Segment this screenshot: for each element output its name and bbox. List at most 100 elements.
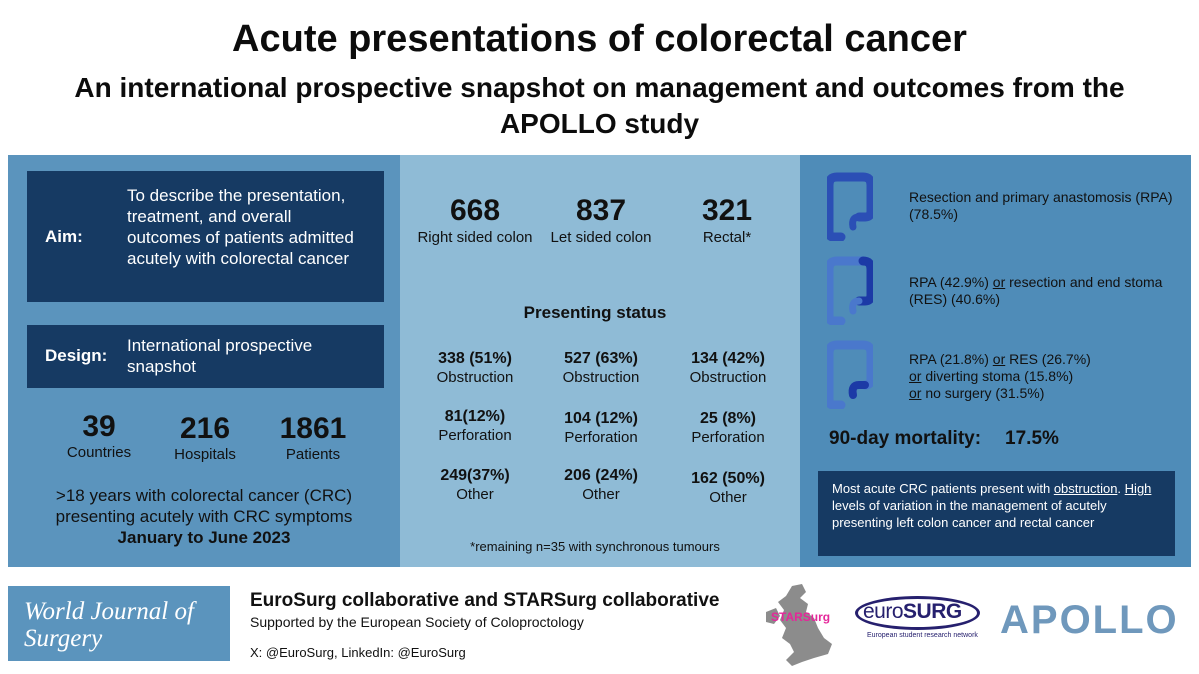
status-value: 104 (12%) [564, 410, 638, 427]
or-underlined: or [992, 274, 1006, 290]
right-colon-value: 668 [449, 194, 501, 227]
status-cell: 104 (12%) Perforation [536, 409, 666, 447]
status-cell: 338 (51%) Obstruction [410, 349, 540, 387]
status-label: Perforation [564, 429, 638, 446]
left-colon-stat: 837 Let sided colon [541, 193, 661, 247]
right-colon-label: Right sided colon [417, 229, 533, 246]
right-colon-stat: 668 Right sided colon [415, 193, 535, 247]
apollo-wordmark: APOLLO [1000, 598, 1179, 642]
status-cell: 134 (42%) Obstruction [663, 349, 793, 387]
status-label: Obstruction [689, 369, 767, 386]
outcome-text-part: diverting stoma (15.8%) [921, 368, 1074, 384]
outcome-text-part: RPA (42.9%) [909, 274, 993, 290]
status-label: Perforation [691, 429, 765, 446]
left-colon-value: 837 [575, 194, 627, 227]
colon-icon [827, 256, 873, 325]
patients-stat: 1861 Patients [258, 412, 368, 464]
outcomes-panel: Resection and primary anastomosis (RPA) … [800, 155, 1191, 567]
outcome-text-part: resection and end stoma (RES) (40.6%) [909, 274, 1163, 307]
or-underlined: or [992, 351, 1006, 367]
starsurg-text: STARSurg [771, 610, 831, 624]
colon-icon [827, 340, 873, 409]
mortality: 90-day mortality: 17.5% [829, 428, 1059, 450]
summary-underlined: High [1124, 481, 1152, 496]
inclusion-criteria: >18 years with colorectal cancer (CRC) p… [28, 485, 380, 548]
eurosurg-part: euro [863, 600, 904, 623]
status-cell: 25 (8%) Perforation [663, 409, 793, 447]
page-title: Acute presentations of colorectal cancer [232, 18, 967, 60]
outcome-text-part: no surgery (31.5%) [921, 385, 1045, 401]
apollo-logo: APOLLO [1000, 594, 1180, 654]
status-value: 162 (50%) [691, 470, 765, 487]
status-cell: 249(37%) Other [410, 466, 540, 504]
status-cell: 81(12%) Perforation [410, 407, 540, 445]
rectal-stat: 321 Rectal* [667, 193, 787, 247]
hospitals-label: Hospitals [174, 446, 236, 463]
status-label: Other [456, 486, 494, 503]
status-cell: 206 (24%) Other [536, 466, 666, 504]
outcome-left-colon: RPA (42.9%) or resection and end stoma (… [909, 274, 1179, 308]
design-box: Design: International prospective snapsh… [27, 325, 384, 388]
status-label: Perforation [438, 427, 512, 444]
study-panel: Aim: To describe the presentation, treat… [8, 155, 400, 567]
summary-text: Most acute CRC patients present with [832, 481, 1054, 496]
uk-map-icon [766, 584, 832, 666]
status-value: 527 (63%) [564, 350, 638, 367]
patients-label: Patients [285, 446, 341, 463]
hospitals-stat: 216 Hospitals [150, 412, 260, 464]
starsurg-logo: STARSurg [762, 582, 842, 670]
outcome-rectal: RPA (21.8%) or RES (26.7%) or diverting … [909, 351, 1179, 402]
study-dates: January to June 2023 [117, 528, 291, 547]
status-cell: 162 (50%) Other [663, 469, 793, 507]
eurosurg-oval [855, 596, 980, 630]
outcome-text-part: RES (26.7%) [1005, 351, 1091, 367]
colon-icon [827, 172, 873, 241]
status-cell: 527 (63%) Obstruction [536, 349, 666, 387]
status-value: 249(37%) [440, 467, 510, 484]
social-handles: X: @EuroSurg, LinkedIn: @EuroSurg [250, 645, 466, 660]
header: Acute presentations of colorectal cancer… [0, 0, 1199, 150]
countries-label: Countries [66, 444, 132, 461]
outcome-right-colon: Resection and primary anastomosis (RPA) … [909, 189, 1173, 222]
collaborative-title: EuroSurg collaborative and STARSurg coll… [250, 590, 720, 611]
outcome-text-part: RPA (21.8%) [909, 351, 993, 367]
presenting-status-heading: Presenting status [523, 303, 667, 322]
aim-text: To describe the presentation, treatment,… [127, 186, 354, 268]
aim-box: Aim: To describe the presentation, treat… [27, 171, 384, 302]
inclusion-text: >18 years with colorectal cancer (CRC) p… [55, 486, 353, 526]
summary-underlined: obstruction [1053, 481, 1118, 496]
summary-box: Most acute CRC patients present with obs… [818, 471, 1175, 556]
footer: World Journal of Surgery EuroSurg collab… [0, 574, 1199, 674]
status-value: 81(12%) [444, 408, 506, 425]
hospitals-value: 216 [179, 412, 231, 445]
patients-value: 1861 [279, 412, 347, 445]
status-value: 134 (42%) [691, 350, 765, 367]
presentation-panel: 668 Right sided colon 837 Let sided colo… [400, 155, 800, 567]
eurosurg-wordmark: euroSURG [863, 600, 962, 624]
aim-label: Aim: [45, 227, 83, 246]
rectal-label: Rectal* [702, 229, 752, 246]
left-colon-label: Let sided colon [550, 229, 652, 246]
status-label: Other [709, 489, 747, 506]
countries-value: 39 [82, 410, 116, 443]
eurosurg-part: SURG [903, 600, 962, 623]
eurosurg-tagline: European student research network [867, 632, 978, 639]
page-subtitle: An international prospective snapshot on… [74, 72, 1125, 139]
journal-logo: World Journal of Surgery [8, 586, 230, 661]
mortality-label: 90-day mortality: [829, 428, 982, 449]
rectal-value: 321 [701, 194, 753, 227]
status-label: Other [582, 486, 620, 503]
summary-text: . [1117, 481, 1122, 496]
countries-stat: 39 Countries [44, 410, 154, 462]
support-text: Supported by the European Society of Col… [250, 614, 584, 630]
status-label: Obstruction [562, 369, 640, 386]
design-text: International prospective snapshot [127, 336, 313, 376]
footnote: *remaining n=35 with synchronous tumours [470, 539, 720, 554]
or-underlined: or [909, 385, 922, 401]
status-value: 206 (24%) [564, 467, 638, 484]
eurosurg-logo: euroSURG European student research netwo… [855, 590, 985, 650]
status-value: 338 (51%) [438, 350, 512, 367]
summary-text: levels of variation in the management of… [832, 498, 1107, 530]
design-label: Design: [45, 346, 108, 365]
status-label: Obstruction [436, 369, 514, 386]
